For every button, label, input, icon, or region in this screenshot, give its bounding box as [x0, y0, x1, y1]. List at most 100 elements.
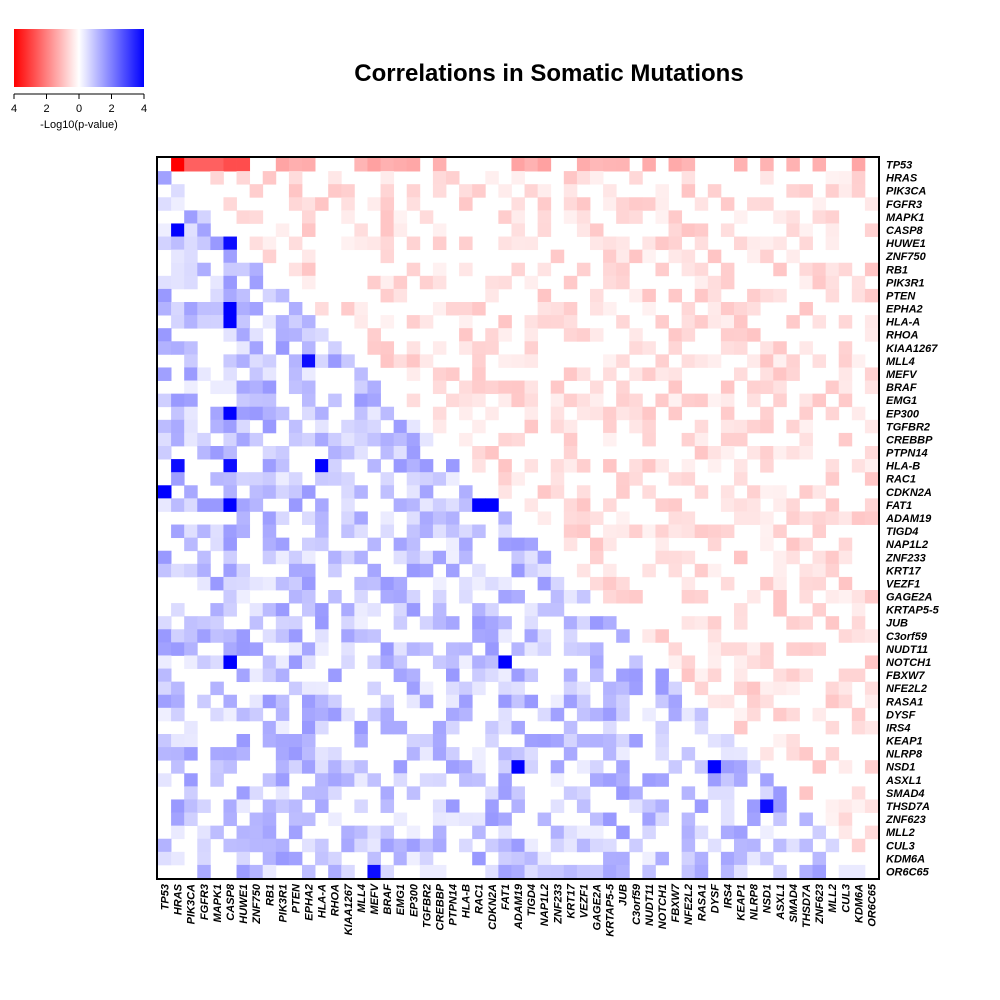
heatmap-cell: [184, 799, 198, 813]
heatmap-cell: [864, 629, 879, 643]
legend-tick-label: 2: [43, 103, 49, 115]
heatmap-cell: [616, 485, 630, 499]
heatmap-cell: [760, 524, 774, 539]
heatmap-cell: [590, 616, 604, 630]
heatmap-cell: [171, 747, 185, 761]
heatmap-cell: [472, 354, 486, 368]
heatmap-cell: [380, 406, 395, 421]
heatmap-cell: [629, 406, 643, 421]
heatmap-cell: [367, 563, 381, 578]
heatmap-cell: [367, 393, 381, 408]
heatmap-cell: [590, 236, 604, 251]
heatmap-cell: [354, 432, 368, 447]
heatmap-cell: [734, 668, 748, 683]
heatmap-cell: [590, 550, 604, 565]
heatmap-cell: [642, 419, 656, 434]
heatmap-cell: [799, 642, 813, 656]
heatmap-cell: [747, 249, 761, 264]
heatmap-cell: [694, 799, 709, 813]
heatmap-cell: [747, 236, 761, 251]
column-label: CASP8: [225, 883, 237, 921]
heatmap-cell: [760, 485, 774, 499]
heatmap-cell: [380, 524, 395, 539]
heatmap-cell: [681, 315, 696, 329]
heatmap-cell: [707, 838, 722, 853]
heatmap-cell: [629, 668, 643, 683]
heatmap-cell: [511, 550, 525, 565]
heatmap-cell: [328, 864, 342, 879]
heatmap-cell: [812, 760, 827, 774]
heatmap-cell: [590, 158, 604, 172]
heatmap-cell: [668, 406, 683, 421]
heatmap-cell: [158, 419, 172, 434]
heatmap-cell: [524, 236, 539, 251]
row-label: NFE2L2: [886, 683, 927, 695]
heatmap-cell: [184, 524, 198, 539]
heatmap-cell: [799, 223, 813, 237]
heatmap-cell: [406, 694, 421, 709]
heatmap-cell: [616, 472, 630, 486]
heatmap-cell: [707, 459, 722, 473]
heatmap-cell: [524, 354, 539, 368]
column-label: KRT17: [565, 883, 577, 919]
heatmap-cell: [472, 419, 486, 434]
heatmap-cell: [590, 773, 604, 787]
heatmap-cell: [184, 485, 198, 499]
heatmap-cell: [616, 668, 630, 683]
heatmap-cell: [576, 694, 591, 709]
heatmap-cell: [655, 459, 669, 473]
row-label: HUWE1: [886, 238, 926, 250]
heatmap-cell: [328, 668, 342, 683]
heatmap-cell: [406, 262, 421, 277]
heatmap-cell: [315, 498, 329, 512]
heatmap-cell: [760, 747, 774, 761]
heatmap-cell: [210, 760, 224, 774]
heatmap-cell: [838, 393, 853, 408]
heatmap-cell: [694, 668, 709, 683]
heatmap-cell: [354, 720, 368, 735]
heatmap-cell: [668, 288, 683, 303]
heatmap-cell: [236, 707, 251, 722]
heatmap-cell: [550, 760, 565, 774]
heatmap-cell: [563, 498, 578, 512]
heatmap-cell: [511, 864, 525, 879]
heatmap-cell: [707, 275, 722, 290]
heatmap-cell: [773, 786, 787, 800]
heatmap-cell: [511, 354, 525, 368]
heatmap-cell: [472, 825, 486, 840]
heatmap-cell: [367, 158, 381, 172]
heatmap-cell: [655, 550, 669, 565]
heatmap-cell: [171, 707, 185, 722]
heatmap-cell: [642, 812, 656, 827]
heatmap-cell: [576, 642, 591, 656]
heatmap-cell: [158, 629, 172, 643]
heatmap-cell: [249, 262, 264, 277]
heatmap-cell: [354, 524, 368, 539]
heatmap-cell: [210, 603, 224, 617]
heatmap-cell: [171, 275, 185, 290]
heatmap-cell: [236, 171, 251, 185]
heatmap-cell: [694, 262, 709, 277]
row-label: KRTAP5-5: [886, 605, 940, 617]
heatmap-cell: [603, 838, 617, 853]
heatmap-cell: [563, 786, 578, 800]
heatmap-cell: [616, 511, 630, 525]
heatmap-cell: [681, 616, 696, 630]
heatmap-cell: [354, 603, 368, 617]
heatmap-cell: [171, 629, 185, 643]
heatmap-cell: [184, 720, 198, 735]
heatmap-cell: [511, 380, 525, 395]
heatmap-cell: [262, 367, 277, 381]
heatmap-cell: [315, 419, 329, 434]
heatmap-cell: [707, 563, 722, 578]
heatmap-cell: [616, 694, 630, 709]
heatmap-cell: [485, 655, 499, 669]
heatmap-cell: [432, 498, 447, 512]
heatmap-cell: [210, 472, 224, 486]
row-label: TP53: [886, 160, 912, 172]
row-label: HLA-A: [886, 317, 920, 329]
heatmap-cell: [328, 459, 342, 473]
heatmap-cell: [354, 236, 368, 251]
heatmap-cell: [563, 616, 578, 630]
heatmap-cell: [419, 747, 434, 761]
